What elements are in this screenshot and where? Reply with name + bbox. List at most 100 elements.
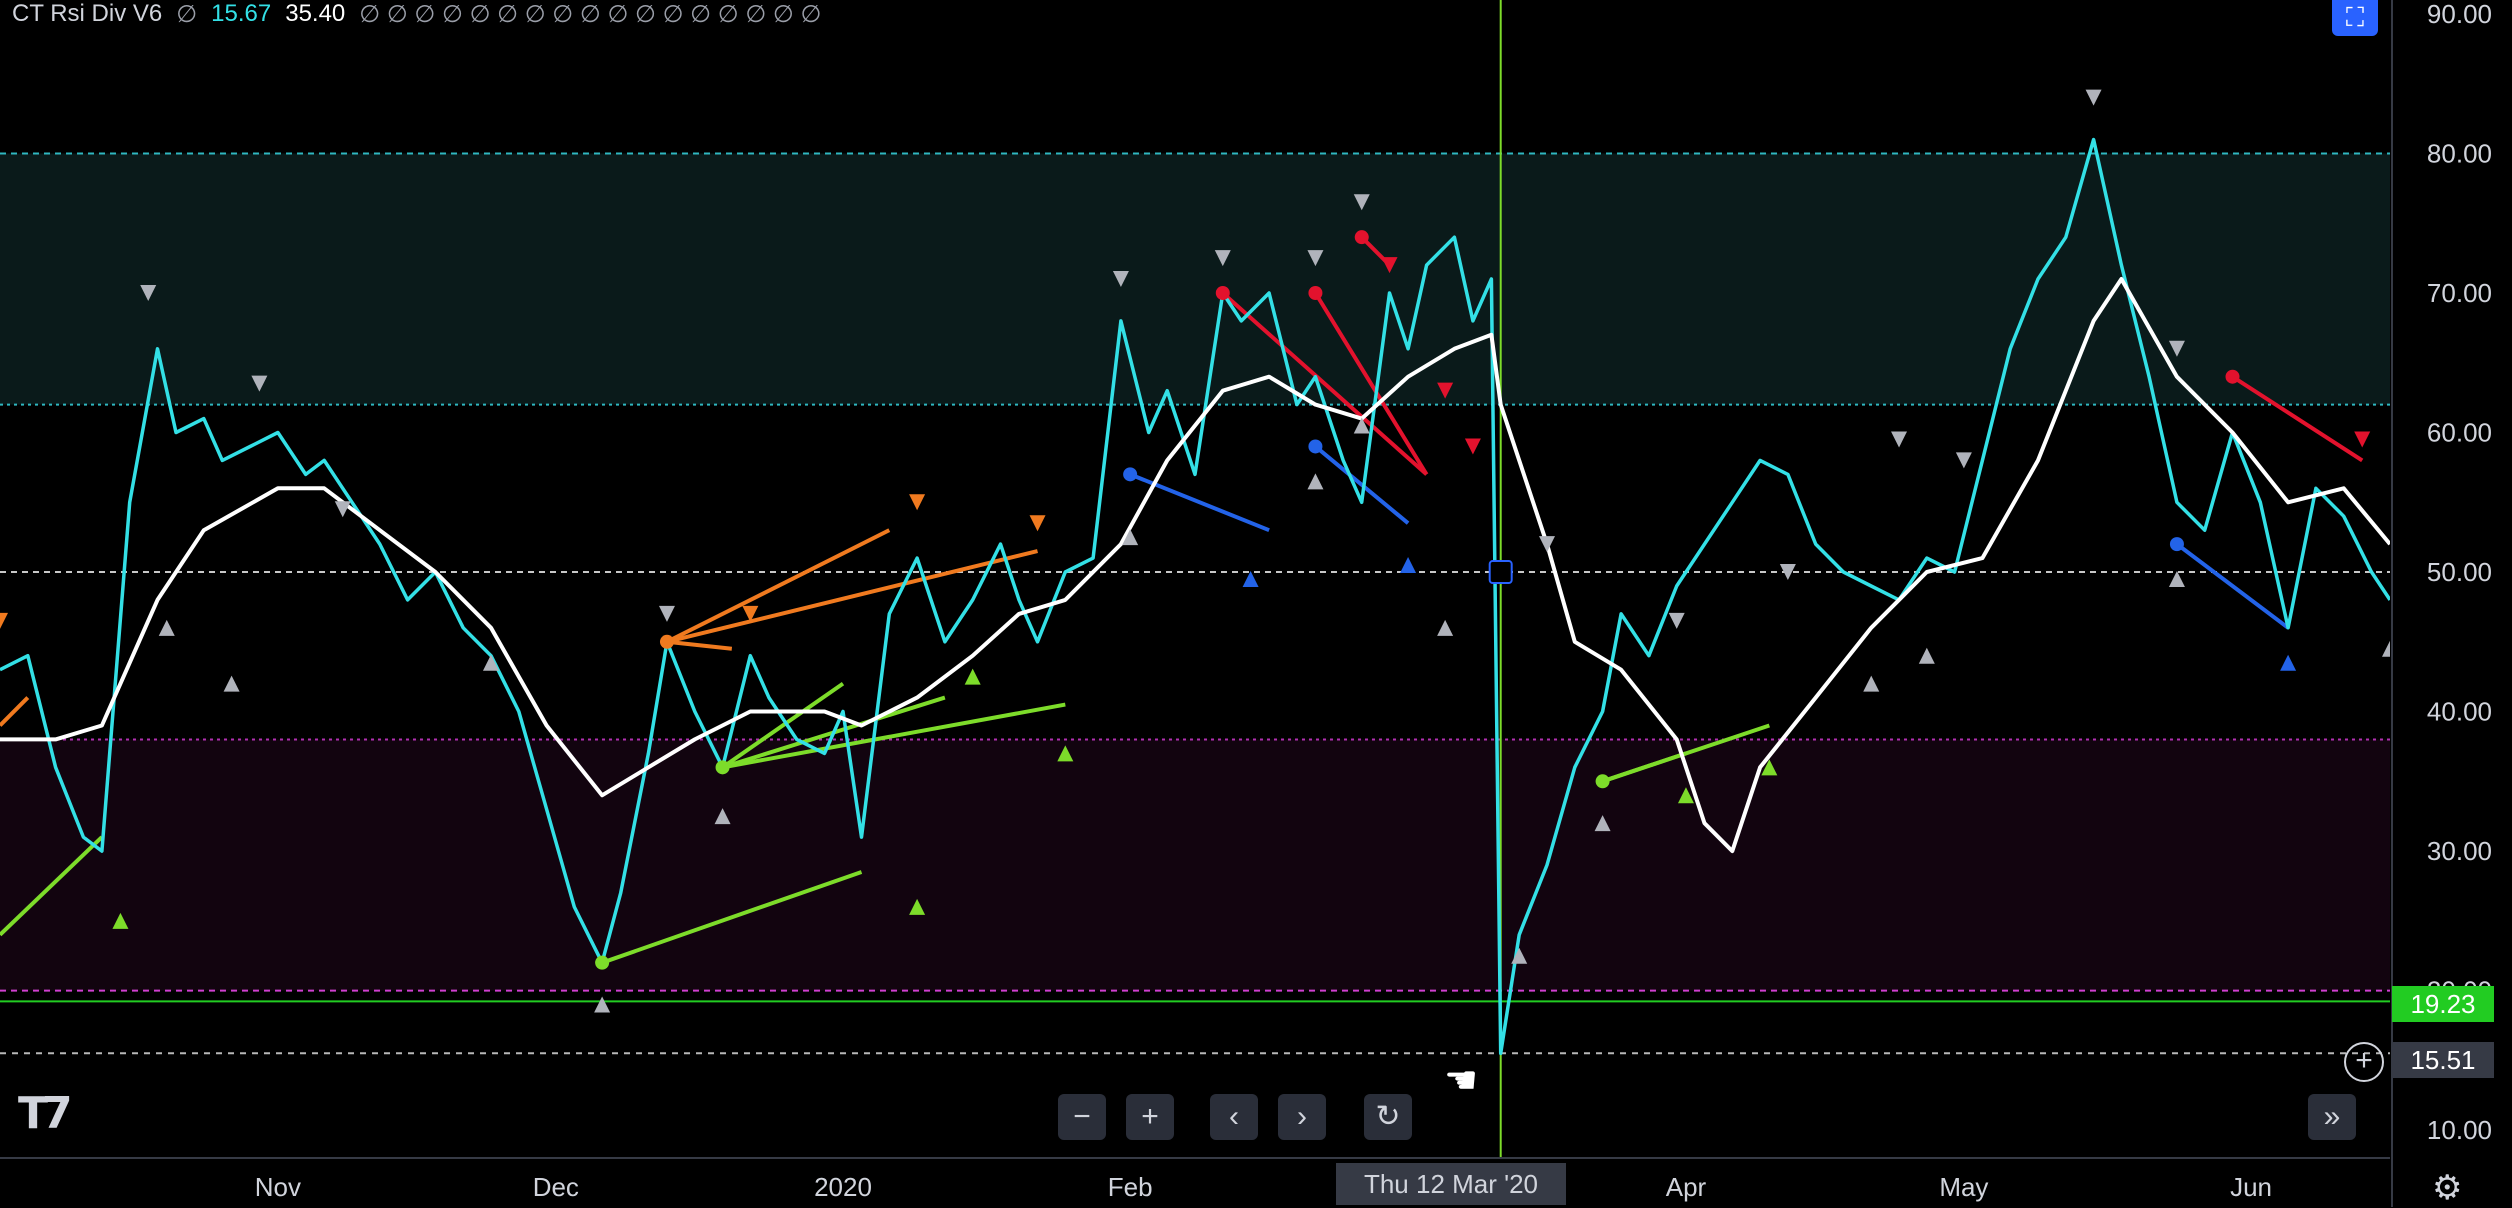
signal-triangle-down: [2168, 340, 2185, 357]
y-tick-label: 70.00: [2427, 278, 2492, 308]
hidden-bull-divergence-line: [666, 639, 733, 651]
signal-triangle-down: [1464, 438, 1481, 455]
divergence-pivot-dot: [2225, 369, 2240, 384]
hidden-bear-divergence-line: [1314, 444, 1410, 525]
current-value-badge: 19.23: [2392, 986, 2494, 1022]
signal-triangle-down: [140, 284, 157, 301]
y-tick-label: 10.00: [2427, 1115, 2492, 1145]
signal-triangle-up: [482, 654, 499, 671]
signal-triangle-up: [909, 898, 926, 915]
divergence-pivot-dot: [1354, 230, 1369, 245]
signal-triangle-up: [158, 619, 175, 636]
signal-triangle-down: [1779, 564, 1796, 581]
signal-triangle-up: [2168, 571, 2185, 587]
y-tick-label: 60.00: [2427, 418, 2492, 448]
rsi-value: 15.67: [211, 0, 272, 27]
reset-chart-button[interactable]: ↻: [1364, 1094, 1412, 1140]
signal-triangle-up: [594, 996, 611, 1013]
signal-triangle-down: [1353, 194, 1370, 211]
signal-triangle-down: [1307, 250, 1324, 267]
scroll-right-button[interactable]: ›: [1278, 1094, 1326, 1140]
hidden-bull-divergence-line: [0, 696, 30, 727]
signal-triangle-up: [1863, 675, 1880, 692]
y-tick-label: 90.00: [2427, 0, 2492, 29]
crosshair-date-label: Thu 12 Mar '20: [1336, 1163, 1566, 1205]
maximize-pane-button[interactable]: ⛶: [2332, 0, 2378, 36]
signal-triangle-up: [1594, 815, 1611, 832]
signal-triangle-down: [1539, 536, 1556, 553]
divergence-pivot-dot: [715, 760, 730, 775]
zoom-in-button[interactable]: +: [1126, 1094, 1174, 1140]
indicator-legend[interactable]: CT Rsi Div V6 ∅ 15.67 35.40 ∅ ∅ ∅ ∅ ∅ ∅ …: [12, 0, 821, 28]
signal-triangle-down: [1955, 452, 1972, 469]
y-tick-label: 40.00: [2427, 697, 2492, 727]
crosshair-price-label: 15.51: [2392, 1042, 2494, 1078]
signal-triangle-down: [1029, 515, 1046, 532]
settings-gear-icon[interactable]: ⚙: [2432, 1169, 2463, 1207]
go-to-realtime-button[interactable]: »: [2308, 1094, 2356, 1140]
tradingview-logo[interactable]: T7: [18, 1088, 73, 1139]
signal-triangle-up: [1353, 417, 1370, 434]
hidden-bull-divergence-line: [666, 528, 891, 644]
signal-triangle-up: [223, 675, 240, 692]
crosshair-anchor-marker: [1488, 560, 1513, 585]
bear-divergence-line: [2231, 375, 2364, 463]
hidden-bear-divergence-line: [2175, 542, 2290, 630]
bull-divergence-line: [721, 681, 845, 769]
signal-triangle-up: [1242, 571, 1259, 587]
upper-band: [0, 153, 2390, 405]
signal-triangle-up: [1918, 647, 1935, 664]
divergence-pivot-dot: [1595, 774, 1610, 789]
bear-divergence-line: [1313, 291, 1429, 476]
signal-triangle-down: [251, 375, 268, 392]
indicator-null-mark: ∅: [176, 0, 198, 28]
y-tick-label: 30.00: [2427, 836, 2492, 866]
x-tick-label: Apr: [1666, 1172, 1707, 1202]
divergence-pivot-dot: [1308, 285, 1323, 300]
signal-triangle-down: [1381, 257, 1398, 274]
signal-triangle-up: [1307, 473, 1324, 490]
indicator-null-values: ∅ ∅ ∅ ∅ ∅ ∅ ∅ ∅ ∅ ∅ ∅ ∅ ∅ ∅ ∅ ∅ ∅: [359, 0, 822, 28]
divergence-pivot-dot: [595, 955, 610, 970]
signal-value: 35.40: [285, 0, 346, 27]
hand-cursor-icon: ☚: [1444, 1060, 1479, 1102]
hidden-bull-divergence-line: [666, 549, 1038, 644]
signal-triangle-down: [909, 494, 926, 511]
signal-triangle-down: [742, 605, 759, 622]
bull-divergence-line: [1601, 751, 1687, 784]
bull-divergence-line: [0, 835, 104, 937]
signal-triangle-up: [1437, 619, 1454, 636]
signal-triangle-down: [1891, 431, 1908, 448]
signal-triangle-down: [1112, 271, 1129, 288]
add-alert-button[interactable]: +: [2344, 1042, 2384, 1082]
signal-triangle-up: [1511, 947, 1528, 964]
signal-triangle-up: [1400, 557, 1417, 574]
divergence-pivot-dot: [659, 634, 674, 649]
signal-line: [0, 277, 2392, 854]
divergence-pivot-dot: [1215, 285, 1230, 300]
signal-triangle-down: [2354, 431, 2371, 448]
divergence-pivot-dot: [1123, 467, 1138, 482]
signal-triangle-up: [1057, 745, 1074, 762]
signal-triangle-up: [112, 912, 129, 929]
price-scale: [2390, 0, 2512, 1207]
zoom-out-button[interactable]: −: [1058, 1094, 1106, 1140]
signal-triangle-down: [1668, 612, 1685, 629]
x-tick-label: Jun: [2230, 1172, 2272, 1202]
lower-band: [0, 739, 2390, 991]
signal-triangle-up: [964, 668, 981, 685]
signal-triangle-up: [1122, 529, 1139, 546]
signal-triangle-down: [2085, 89, 2102, 106]
y-tick-label: 50.00: [2427, 557, 2492, 587]
signal-triangle-down: [334, 501, 351, 518]
signal-triangle-up: [1761, 759, 1778, 776]
signal-triangle-up: [714, 808, 731, 825]
signal-triangle-up: [1677, 787, 1694, 804]
bull-divergence-line: [601, 870, 863, 965]
signal-triangle-up: [2280, 654, 2297, 671]
bear-divergence-line: [1221, 291, 1428, 476]
scroll-left-button[interactable]: ‹: [1210, 1094, 1258, 1140]
x-tick-label: Dec: [533, 1172, 579, 1202]
x-tick-label: May: [1939, 1172, 1988, 1202]
